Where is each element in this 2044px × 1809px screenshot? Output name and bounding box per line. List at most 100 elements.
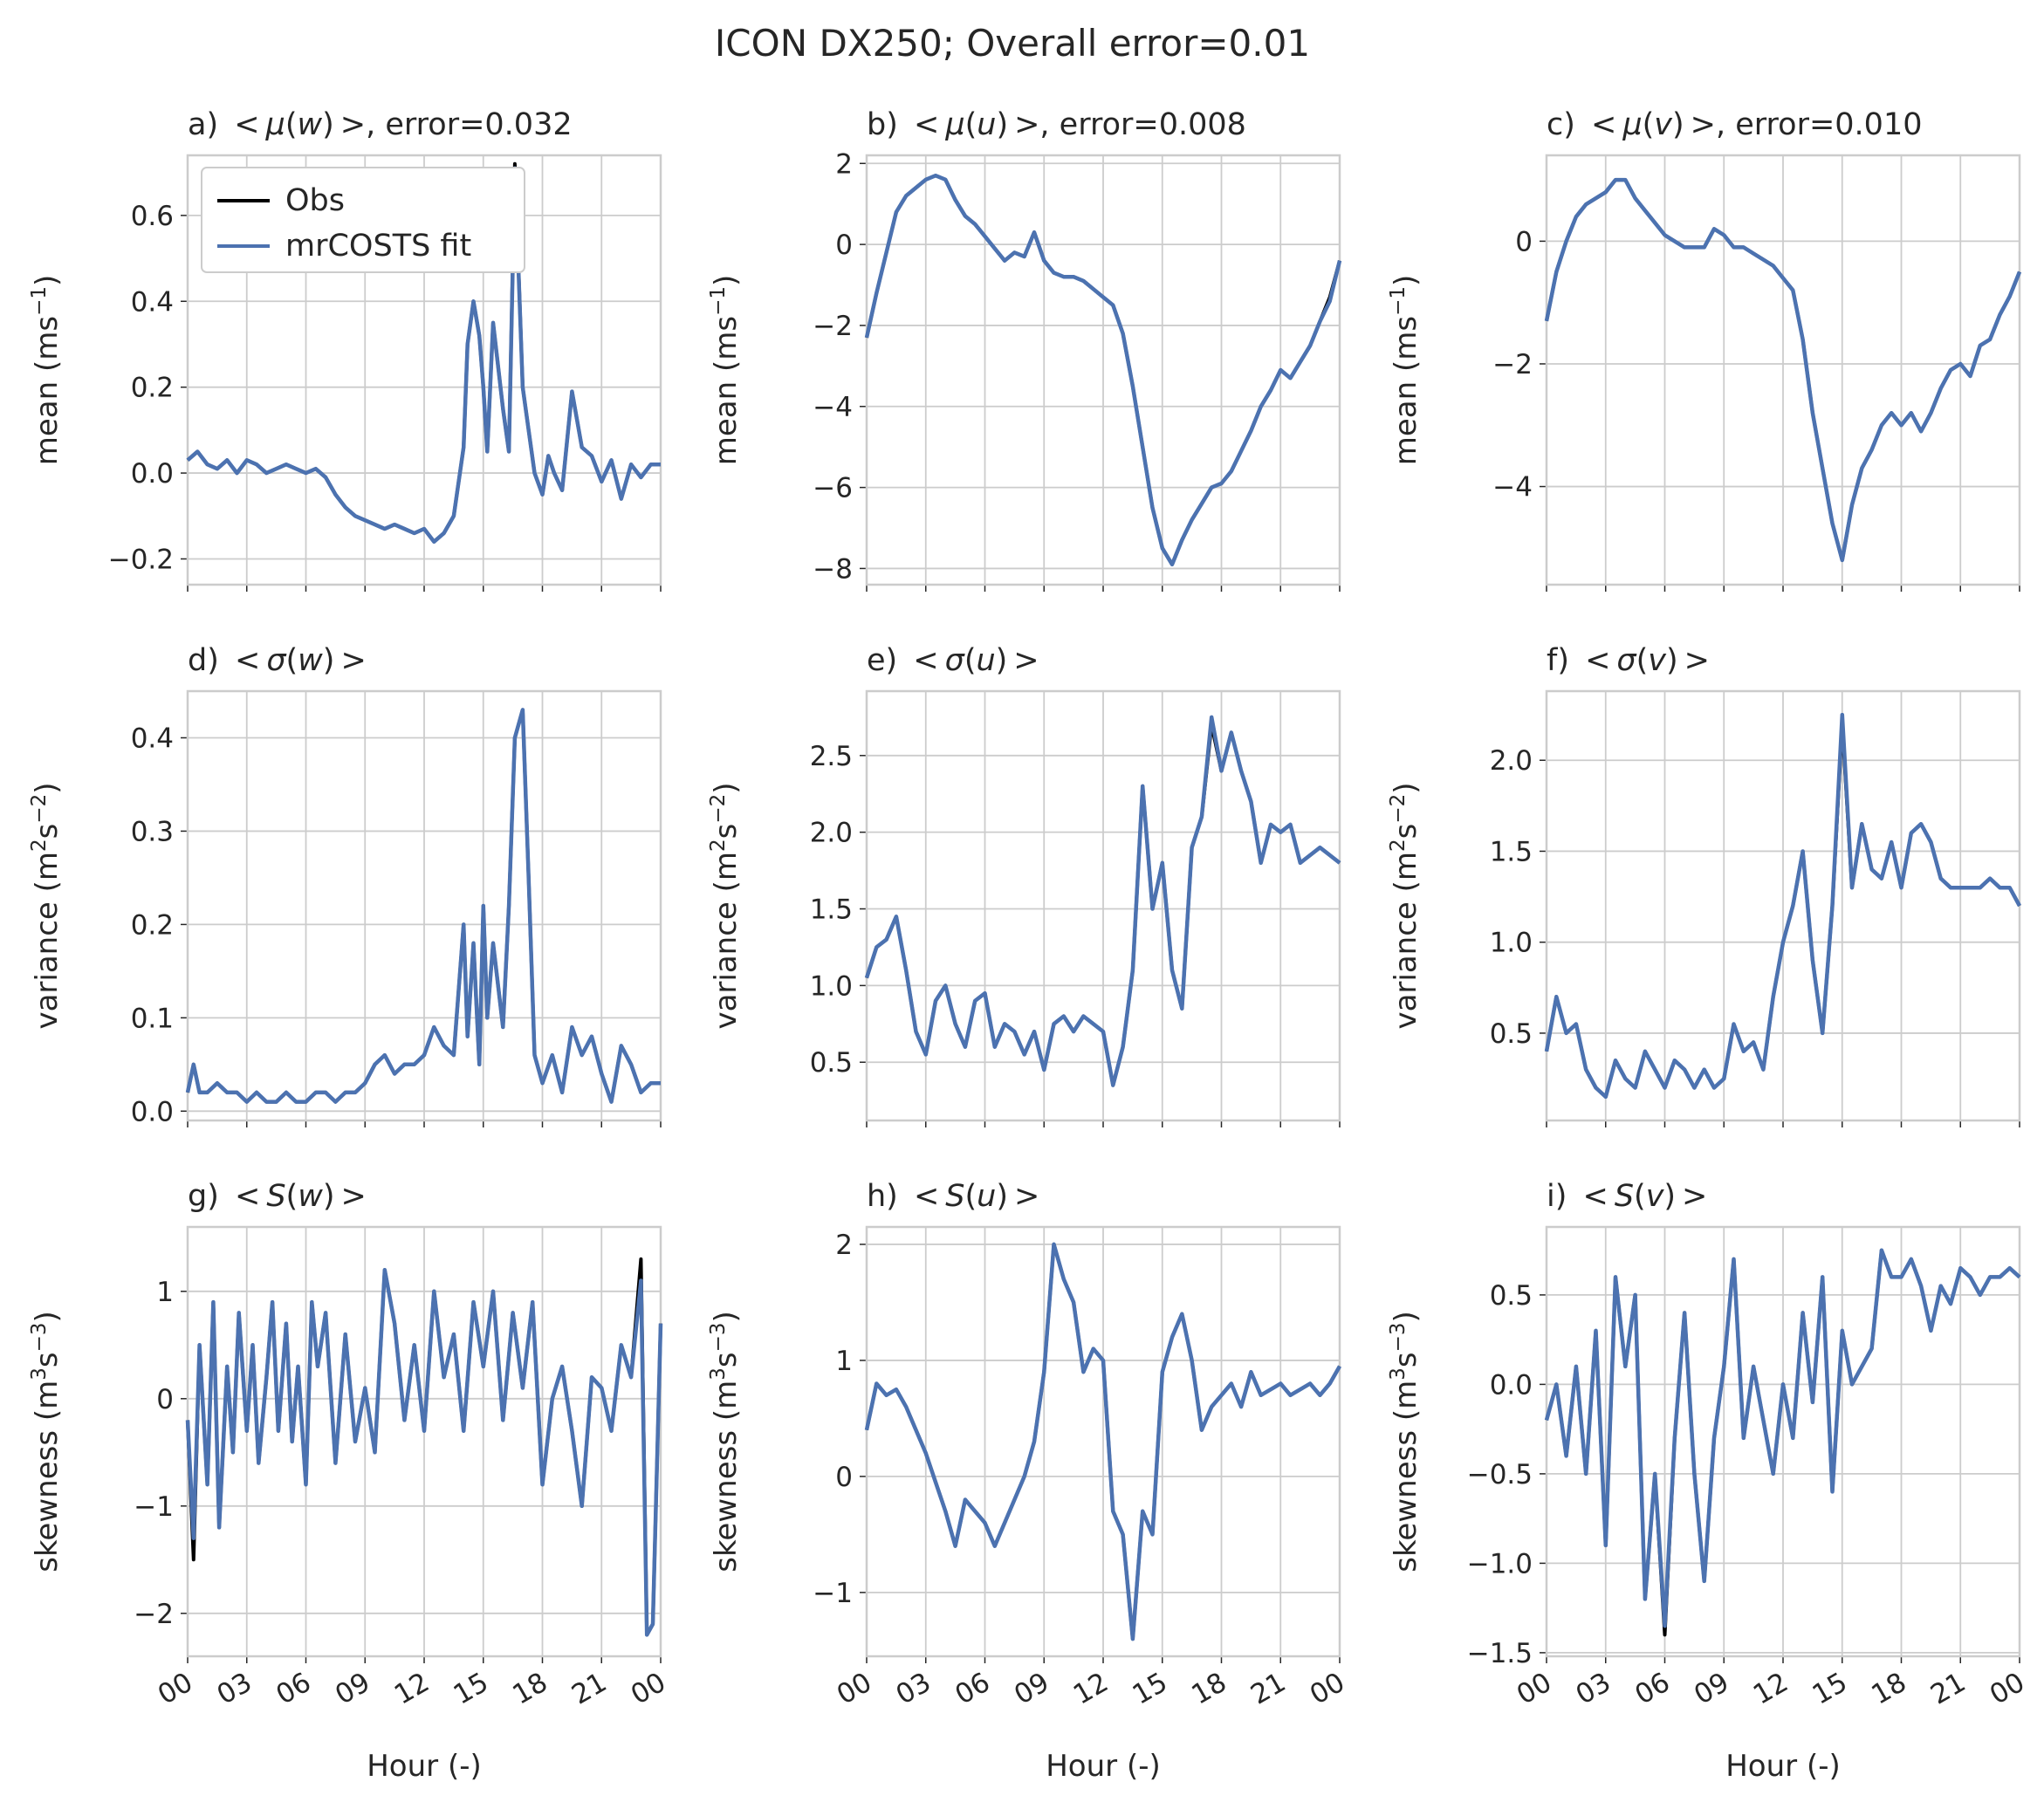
subplot-title: i) < S(v) >: [1547, 1179, 1707, 1214]
y-tick-label: 0.5: [1490, 1018, 1533, 1050]
subplot-title: e) < σ(u) >: [867, 643, 1039, 678]
x-tick-label: 09: [330, 1667, 375, 1711]
y-tick-label: −1: [813, 1578, 853, 1609]
subplot-grid: −0.2 0.0 0.2 0.4 0.6 a) < μ(w) >, error=0.032…: [28, 107, 2030, 1784]
plot-frame: [865, 1225, 1341, 1658]
x-tick-label: 18: [1866, 1667, 1911, 1711]
y-tick-label: 0.4: [131, 723, 174, 754]
y-tick-label: 1.5: [1490, 836, 1533, 867]
subplot-b: −8 −6 −4 −2 0 2 b) < μ(u) >, error=0.008 mean (…: [707, 107, 1342, 592]
y-axis-label: variance (m2s−2): [1387, 782, 1423, 1029]
series-fit-line: [1544, 177, 2022, 563]
y-tick-label: 1.5: [810, 894, 853, 926]
x-axis-label: Hour (-): [367, 1749, 482, 1784]
y-tick-label: −4: [1492, 472, 1533, 504]
x-tick-label: 12: [389, 1667, 435, 1711]
subplot-title: b) < μ(u) >, error=0.008: [867, 107, 1246, 142]
plot-frame: [1545, 1225, 2021, 1658]
x-tick-label: 00: [1985, 1667, 2030, 1711]
y-tick-label: 0: [835, 230, 853, 261]
y-axis-label: mean (ms−1): [28, 275, 65, 466]
x-tick-label: 15: [1128, 1667, 1173, 1711]
x-tick-label: 15: [1807, 1667, 1853, 1711]
x-tick-label: 03: [1571, 1667, 1616, 1711]
x-tick-label: 06: [1629, 1667, 1675, 1711]
y-axis-label: skewness (m3s−3): [1387, 1311, 1423, 1573]
y-axis-label: skewness (m3s−3): [28, 1311, 65, 1573]
y-tick-label: −4: [813, 392, 853, 423]
y-tick-label: 0.3: [131, 816, 174, 847]
y-tick-label: −1.5: [1467, 1638, 1533, 1669]
y-tick-label: 1.0: [810, 970, 853, 1002]
subplot-title: h) < S(u) >: [867, 1179, 1039, 1214]
x-tick-label: 00: [626, 1667, 671, 1711]
y-tick-label: 0.2: [131, 373, 174, 404]
subplot-e: 0.5 1.0 1.5 2.0 2.5 e) < σ(u) > variance (m2s−…: [707, 643, 1341, 1127]
subplot-d: 0.0 0.1 0.2 0.3 0.4 d) < σ(w) > variance (m2s−…: [28, 643, 662, 1127]
y-axis-label: mean (ms−1): [1387, 275, 1423, 466]
subplot-title: c) < μ(v) >, error=0.010: [1547, 107, 1922, 142]
y-tick-label: 1: [156, 1277, 174, 1308]
x-axis-label: Hour (-): [1725, 1749, 1841, 1784]
subplot-title: f) < σ(v) >: [1547, 643, 1710, 678]
series-fit-line: [864, 715, 1341, 1087]
legend-box: [201, 167, 525, 273]
series-fit-line: [864, 1242, 1341, 1641]
plot-frame: [865, 689, 1341, 1122]
y-tick-label: 0.0: [131, 458, 174, 490]
x-tick-label: 12: [1748, 1667, 1794, 1711]
subplot-c: −4 −2 0 c) < μ(v) >, error=0.010 mean (ms−1): [1387, 107, 2022, 592]
plot-frame: [186, 689, 662, 1122]
subplot-a: −0.2 0.0 0.2 0.4 0.6 a) < μ(w) >, error=0.032…: [28, 107, 662, 592]
x-tick-label: 18: [507, 1667, 552, 1711]
y-tick-label: −1.0: [1467, 1548, 1533, 1579]
y-tick-label: 0.5: [1490, 1280, 1533, 1312]
y-axis-label: skewness (m3s−3): [707, 1311, 744, 1573]
y-tick-label: 0: [156, 1384, 174, 1415]
y-tick-label: 0.6: [131, 201, 174, 232]
subplot-title: d) < σ(w) >: [188, 643, 367, 678]
x-tick-label: 12: [1068, 1667, 1114, 1711]
plot-frame: [1545, 154, 2021, 586]
y-tick-label: 2.0: [1490, 745, 1533, 777]
series-fit-line: [186, 166, 661, 545]
y-tick-label: −1: [134, 1491, 174, 1523]
y-tick-label: −0.5: [1467, 1459, 1533, 1490]
series-fit-line: [864, 173, 1342, 567]
x-axis-label: Hour (-): [1046, 1749, 1161, 1784]
y-tick-label: 0.2: [131, 909, 174, 941]
x-tick-label: 21: [1925, 1667, 1971, 1711]
subplot-i: −1.5 −1.0 −0.5 0.0 0.5 i) < S(v) > skewness (m…: [1387, 1179, 2030, 1784]
x-tick-label: 09: [1689, 1667, 1734, 1711]
plot-frame: [186, 154, 662, 586]
y-tick-label: −2: [1492, 349, 1533, 380]
y-tick-label: −0.2: [108, 544, 174, 575]
x-tick-label: 03: [212, 1667, 257, 1711]
y-tick-label: 2.0: [810, 818, 853, 849]
subplot-f: 0.5 1.0 1.5 2.0 f) < σ(v) > variance (m2s−2): [1387, 643, 2021, 1127]
series-fit-line: [1544, 712, 2021, 1100]
x-tick-label: 21: [1245, 1667, 1291, 1711]
x-tick-label: 06: [950, 1667, 995, 1711]
x-tick-label: 00: [1305, 1667, 1350, 1711]
x-tick-label: 00: [1512, 1667, 1557, 1711]
x-tick-label: 00: [153, 1667, 198, 1711]
series-fit-line: [185, 708, 661, 1104]
y-tick-label: 0: [1515, 226, 1533, 257]
series-fit-line: [185, 1267, 663, 1637]
x-tick-label: 15: [449, 1667, 494, 1711]
y-tick-label: 2: [835, 148, 853, 180]
y-tick-label: 2.5: [810, 741, 853, 772]
y-axis-label: variance (m2s−2): [28, 782, 65, 1029]
y-axis-label: variance (m2s−2): [707, 782, 744, 1029]
y-tick-label: −2: [134, 1599, 174, 1630]
series-fit-line: [1544, 1248, 2021, 1628]
legend-fit-label: mrCOSTS fit: [285, 229, 471, 264]
x-tick-label: 06: [271, 1667, 316, 1711]
x-tick-label: 18: [1186, 1667, 1231, 1711]
y-tick-label: 2: [835, 1230, 853, 1261]
subplot-g: −2 −1 0 1 g) < S(w) > skewness (m3s−3) 00 03 06 0…: [28, 1179, 671, 1784]
y-tick-label: 0.0: [131, 1096, 174, 1127]
y-tick-label: 0.4: [131, 286, 174, 318]
